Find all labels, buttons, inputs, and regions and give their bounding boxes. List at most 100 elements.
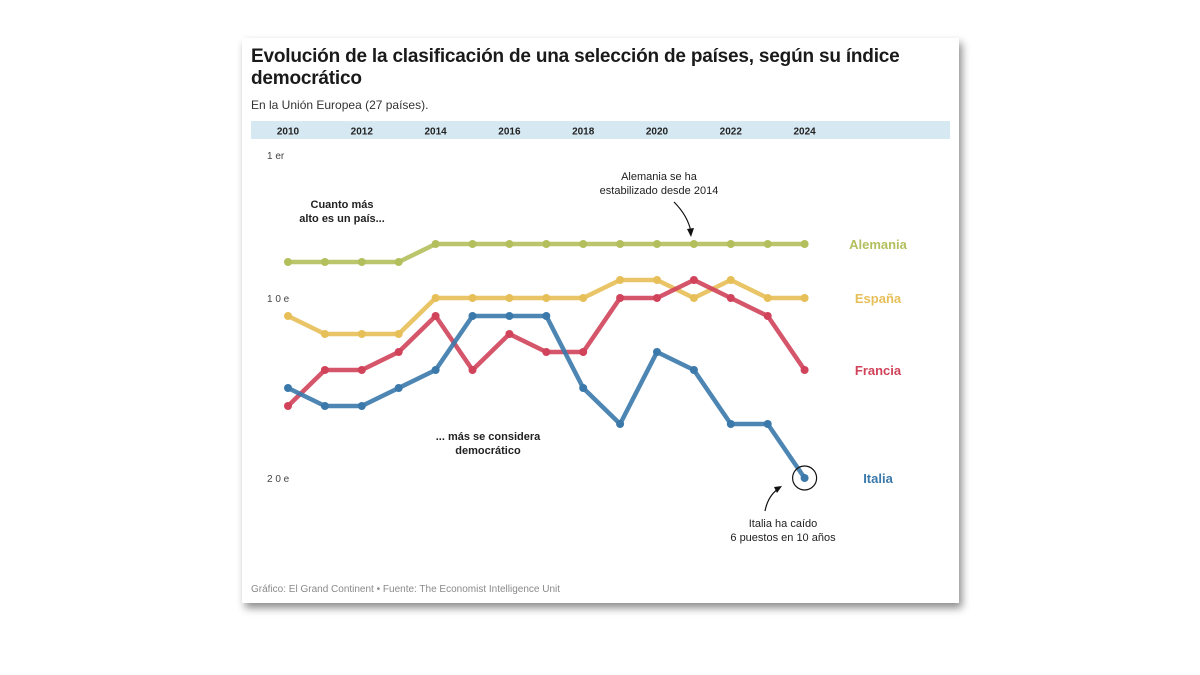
annotation-text: Italia ha caído [749,518,818,530]
series-line [287,277,805,337]
data-point [616,294,625,302]
x-tick-label: 2016 [498,127,521,138]
data-point [284,258,292,266]
series-label: Francia [855,363,902,378]
data-point [505,294,514,302]
data-point [800,294,809,302]
y-tick-label: 2 0 e [267,474,290,485]
y-tick-label: 1 0 e [267,294,290,305]
data-point [763,312,772,320]
annotation-arrow [673,201,692,233]
data-point [284,384,292,392]
y-tick-label: 1 er [267,151,285,162]
series-italia [284,312,809,482]
data-point [505,330,514,338]
x-tick-label: 2014 [424,127,447,138]
x-tick-label: 2012 [351,127,374,138]
annotation-text: alto es un país... [299,213,385,225]
chart-subtitle: En la Unión Europea (27 países). [251,98,429,112]
data-point [689,366,698,374]
data-point [468,240,477,248]
data-point [763,294,772,302]
data-point [542,348,551,356]
data-point [800,474,809,482]
data-point [431,240,440,248]
data-point [616,240,625,248]
data-point [394,330,403,338]
data-point [616,276,625,284]
series-label: España [855,291,902,306]
data-point [653,348,661,356]
data-point [284,312,292,320]
data-point [394,348,403,356]
data-point [689,294,698,302]
data-point [726,420,735,428]
x-tick-label: 2022 [720,127,743,138]
series-label: Italia [863,471,893,486]
data-point [357,258,366,266]
data-point [763,240,772,248]
data-point [357,330,366,338]
data-point [542,312,551,320]
annotation-text: Cuanto más [311,199,374,211]
x-tick-label: 2010 [277,127,300,138]
annotation-text: 6 puestos en 10 años [730,532,836,544]
highlight-circle [791,465,818,491]
data-point [653,240,661,248]
annotation-text: democrático [455,445,521,457]
annotation-text: estabilizado desde 2014 [600,185,719,197]
data-point [616,420,625,428]
data-point [726,240,735,248]
chart-title: Evolución de la clasificación de una sel… [251,46,900,89]
data-point [726,294,735,302]
data-point [431,366,440,374]
data-point [320,402,329,410]
x-tick-label: 2018 [572,127,595,138]
data-point [468,366,477,374]
series-line [287,313,807,480]
data-point [689,276,698,284]
arrow-head-icon [687,228,694,237]
annotation-text: Alemania se ha [621,171,698,183]
data-point [394,258,403,266]
data-point [726,276,735,284]
arrow-head-icon [774,486,782,493]
data-point [431,294,440,302]
line-chart: 2010 2012 2014 2016 2018 2020 2022 2024 1 er 1 0 … [267,127,908,545]
series-alemania [284,240,809,266]
data-point [800,240,809,248]
data-point [505,312,514,320]
data-point [542,294,551,302]
data-point [431,312,440,320]
data-point [320,258,329,266]
data-point [579,348,588,356]
data-point [468,294,477,302]
data-point [284,402,292,410]
annotation-arrow [764,488,779,512]
data-point [357,402,366,410]
data-point [653,276,661,284]
data-point [579,240,588,248]
data-point [689,240,698,248]
data-point [320,330,329,338]
data-point [653,294,661,302]
data-point [763,420,772,428]
x-tick-label: 2020 [646,127,669,138]
series-label: Alemania [849,237,908,252]
data-point [468,312,477,320]
data-point [579,384,588,392]
chart-source: Gráfico: El Grand Continent • Fuente: Th… [251,584,561,595]
data-point [542,240,551,248]
data-point [505,240,514,248]
chart-card: Evolución de la clasificación de una sel… [242,38,959,603]
x-tick-label: 2024 [793,127,816,138]
data-point [394,384,403,392]
data-point [800,366,809,374]
data-point [320,366,329,374]
x-axis-band [251,121,950,139]
series-españa [284,276,809,338]
data-point [357,366,366,374]
annotation-text: ... más se considera [436,431,541,443]
data-point [579,294,588,302]
series-francia [284,276,809,410]
